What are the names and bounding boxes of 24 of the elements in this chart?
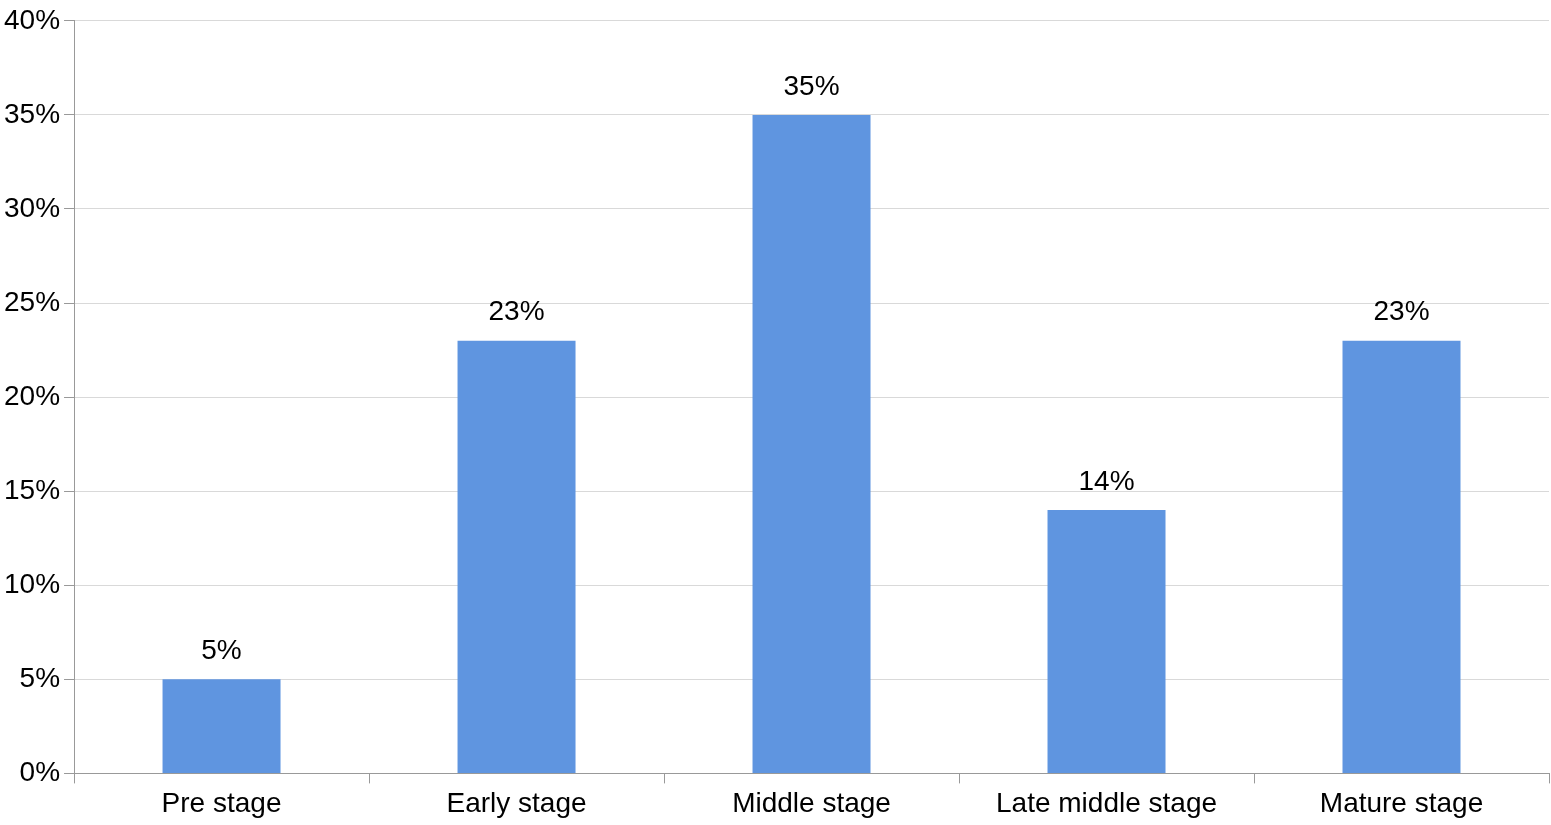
y-tick-label: 20% (3, 379, 61, 411)
x-tick-label: Mature stage (1319, 786, 1484, 818)
bar (752, 114, 871, 773)
x-tick-label: Late middle stage (995, 786, 1218, 818)
data-label: 14% (1078, 464, 1135, 496)
y-tick-label: 40% (3, 3, 61, 35)
y-tick-label: 10% (3, 567, 61, 599)
bar (162, 679, 281, 773)
data-label: 23% (1373, 295, 1430, 327)
x-tick-label: Early stage (446, 786, 587, 818)
bar (1047, 509, 1166, 773)
data-label: 35% (783, 69, 840, 101)
y-tick-label: 15% (3, 473, 61, 505)
x-tick-label: Middle stage (732, 786, 891, 818)
bar (457, 340, 576, 773)
bar (1342, 340, 1461, 773)
y-tick-label: 5% (19, 662, 61, 694)
data-label: 23% (488, 295, 545, 327)
y-tick-label: 0% (19, 756, 61, 788)
y-tick-label: 35% (3, 97, 61, 129)
data-label: 5% (201, 634, 242, 666)
x-tick-label: Pre stage (161, 786, 282, 818)
y-tick-label: 30% (3, 191, 61, 223)
y-tick-label: 25% (3, 285, 61, 317)
